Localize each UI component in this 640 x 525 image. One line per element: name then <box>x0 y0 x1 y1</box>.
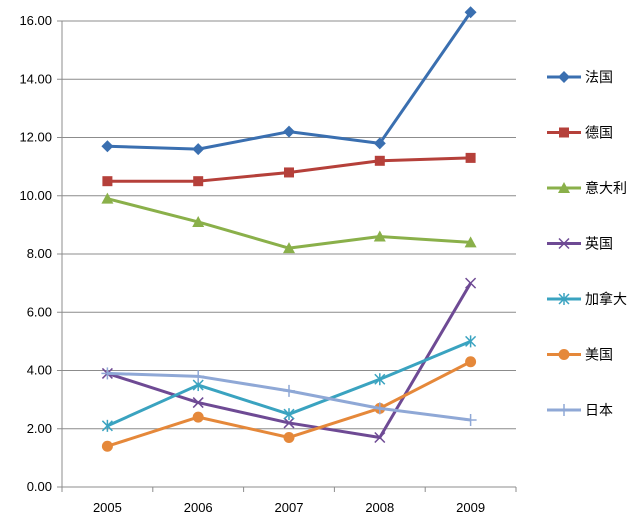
x-tick-label: 2007 <box>275 500 304 515</box>
legend-item: 加拿大 <box>547 291 627 308</box>
data-point <box>101 367 114 380</box>
legend-label: 意大利 <box>585 180 627 197</box>
data-point <box>192 215 205 227</box>
data-point <box>101 440 113 452</box>
legend-label: 美国 <box>585 348 613 364</box>
data-point <box>283 431 295 443</box>
data-point <box>465 335 477 348</box>
legend-label: 法国 <box>585 70 613 86</box>
legend-marker <box>558 71 570 83</box>
x-tick-label: 2005 <box>93 500 122 515</box>
data-point <box>464 6 477 19</box>
x-axis: 2005 2006 2007 2008 2009 <box>61 486 517 515</box>
legend-item: 意大利 <box>547 180 627 197</box>
y-tick-label: 16.00 <box>19 13 52 28</box>
data-point <box>101 192 114 204</box>
y-tick-label: 6.00 <box>27 304 52 319</box>
legend-label: 日本 <box>585 403 613 419</box>
series-2 <box>102 152 476 187</box>
data-point <box>284 167 294 178</box>
data-point <box>374 431 386 444</box>
grid-lines <box>62 20 516 488</box>
series-4 <box>101 277 477 444</box>
series-group <box>101 6 477 452</box>
data-point <box>192 411 204 423</box>
data-point <box>192 143 205 156</box>
legend-marker <box>558 237 570 250</box>
legend-marker <box>558 404 570 416</box>
y-tick-label: 0.00 <box>27 479 52 494</box>
x-tick-label: 2008 <box>365 500 394 515</box>
data-point <box>374 155 385 166</box>
series-6 <box>101 356 477 452</box>
series-5 <box>101 335 477 432</box>
y-tick-label: 12.00 <box>19 130 52 145</box>
legend-item: 美国 <box>547 348 613 364</box>
legend-label: 德国 <box>585 126 613 142</box>
data-point <box>192 370 205 383</box>
data-point <box>373 402 386 415</box>
data-point <box>283 408 295 421</box>
x-tick-label: 2009 <box>456 500 485 515</box>
x-tick-label: 2006 <box>184 500 213 515</box>
data-point <box>283 384 295 397</box>
data-point <box>192 397 204 409</box>
data-point <box>283 242 295 254</box>
data-point <box>101 140 114 153</box>
legend-item: 日本 <box>547 403 613 419</box>
y-axis: 0.00 2.00 4.00 6.00 8.00 10.00 12.00 14.00 16.00 <box>19 13 63 494</box>
series-1 <box>101 6 477 156</box>
y-tick-label: 8.00 <box>27 246 52 261</box>
data-point <box>465 152 476 163</box>
y-tick-label: 2.00 <box>27 421 52 436</box>
legend-marker <box>558 293 570 305</box>
data-point <box>374 373 386 386</box>
data-point <box>465 277 477 289</box>
legend-item: 德国 <box>547 126 613 142</box>
data-point <box>102 176 113 187</box>
data-point <box>193 176 204 187</box>
legend-label: 英国 <box>585 236 613 253</box>
y-tick-label: 14.00 <box>19 71 52 86</box>
legend-marker <box>559 127 569 138</box>
legend-item: 英国 <box>547 236 613 253</box>
y-tick-label: 10.00 <box>19 188 52 203</box>
data-point <box>464 236 477 248</box>
data-point <box>465 356 477 368</box>
series-7 <box>101 367 477 427</box>
data-point <box>101 419 113 432</box>
legend-item: 法国 <box>547 70 613 86</box>
series-3 <box>101 192 477 254</box>
legend-marker <box>558 349 570 360</box>
data-point <box>464 414 477 427</box>
series-line <box>107 197 471 250</box>
data-point <box>373 137 386 150</box>
data-point <box>373 230 386 242</box>
data-point <box>283 125 295 138</box>
legend-label: 加拿大 <box>585 291 627 308</box>
y-tick-label: 4.00 <box>27 363 52 378</box>
data-point <box>283 417 295 429</box>
legend-marker <box>558 182 570 193</box>
